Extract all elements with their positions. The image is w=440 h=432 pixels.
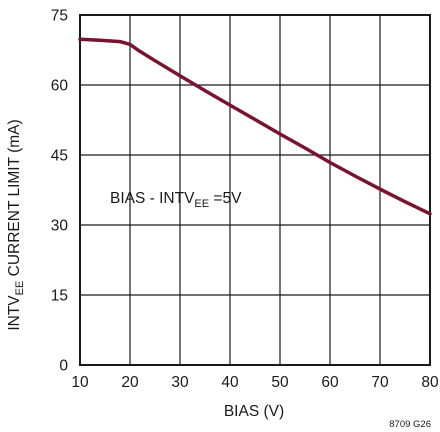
- y-axis-label: INTVEE CURRENT LIMIT (mA): [6, 119, 26, 330]
- figure-id: 8709 G26: [389, 419, 431, 430]
- x-tick-label: 70: [371, 374, 389, 391]
- y-tick-label: 60: [51, 78, 69, 95]
- y-tick-label: 15: [51, 288, 68, 305]
- y-axis-label-subscript: EE: [14, 281, 26, 296]
- x-tick-labels: 10 20 30 40 50 60 70 80: [71, 374, 439, 391]
- x-tick-label: 40: [221, 374, 239, 391]
- x-tick-label: 30: [171, 374, 189, 391]
- x-tick-label: 60: [321, 374, 339, 391]
- x-axis-label: BIAS (V): [224, 403, 284, 420]
- x-tick-label: 80: [421, 374, 439, 391]
- y-tick-labels: 0 15 30 45 60 75: [51, 8, 69, 375]
- x-tick-label: 20: [121, 374, 139, 391]
- condition-annotation: BIAS - INTVEE =5V: [110, 190, 242, 210]
- annotation-suffix: =5V: [209, 190, 242, 207]
- annotation-prefix: BIAS - INTV: [110, 190, 195, 207]
- y-tick-label: 30: [51, 218, 69, 235]
- y-axis-label-main: INTV: [6, 295, 23, 331]
- x-tick-label: 50: [271, 374, 289, 391]
- y-tick-label: 75: [51, 8, 68, 25]
- x-tick-label: 10: [71, 374, 89, 391]
- y-axis-label-rest: CURRENT LIMIT (mA): [6, 119, 23, 280]
- y-tick-label: 45: [51, 148, 68, 165]
- annotation-subscript: EE: [194, 198, 209, 210]
- series-line: [78, 37, 432, 216]
- plot-frame: [79, 14, 431, 366]
- y-tick-label: 0: [59, 358, 68, 375]
